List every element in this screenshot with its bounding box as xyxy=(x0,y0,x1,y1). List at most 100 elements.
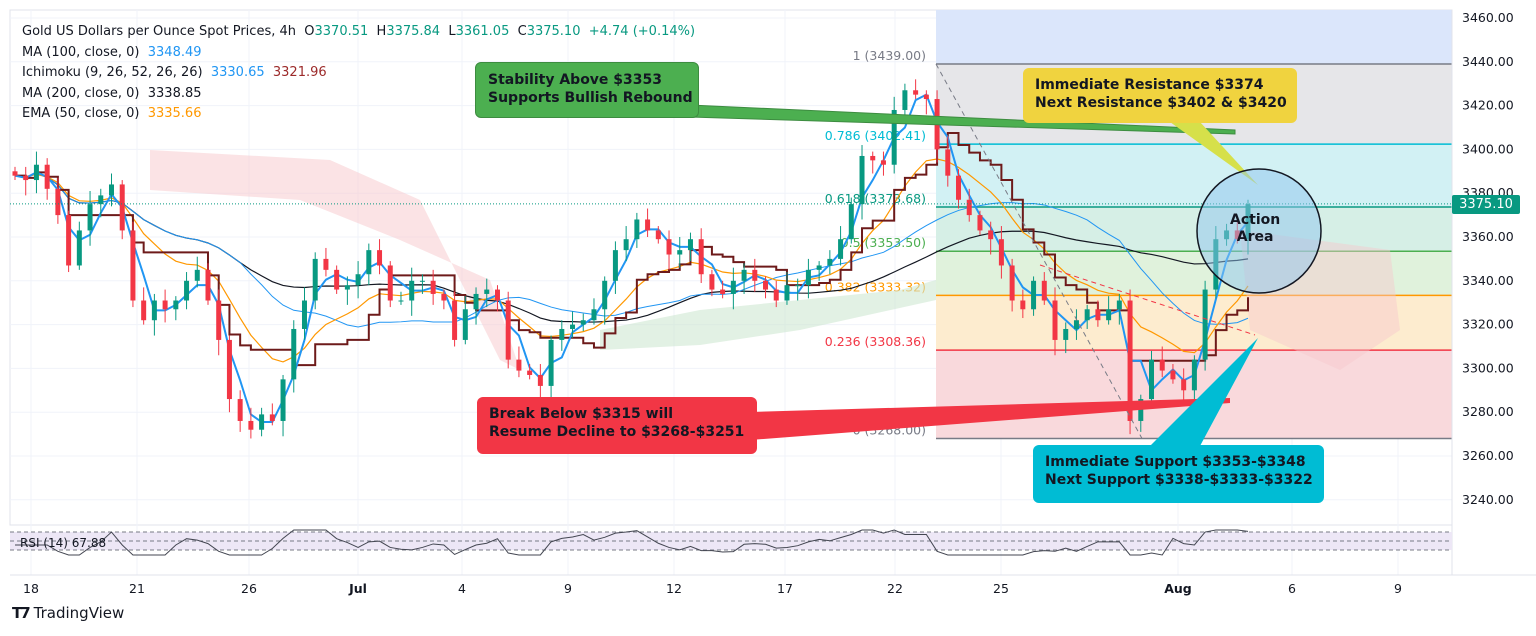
candle xyxy=(87,191,93,246)
annotation-yellow[interactable]: Immediate Resistance $3374 Next Resistan… xyxy=(1023,68,1297,123)
candle xyxy=(763,276,769,299)
annotation-cyan[interactable]: Immediate Support $3353-$3348 Next Suppo… xyxy=(1033,445,1324,503)
candle-body xyxy=(612,250,618,281)
candle-body xyxy=(795,285,801,287)
candle-body xyxy=(773,289,779,301)
candle xyxy=(1009,258,1015,312)
candle xyxy=(1063,322,1069,354)
indicator-name: MA (100, close, 0) xyxy=(22,44,140,60)
candle-body xyxy=(805,269,811,286)
candle-body xyxy=(44,164,50,189)
candle-body xyxy=(977,215,983,231)
candle-body xyxy=(527,370,533,375)
annotation-green[interactable]: Stability Above $3353 Supports Bullish R… xyxy=(475,62,699,118)
indicator-ma200[interactable]: MA (200, close, 0) 3338.85 xyxy=(22,84,695,105)
action-area-fill xyxy=(1197,169,1321,293)
candle-body xyxy=(130,230,136,301)
candle-body xyxy=(1073,320,1079,329)
candle xyxy=(677,237,683,268)
time-axis-tick: Aug xyxy=(1164,581,1192,596)
candle xyxy=(205,263,211,305)
candle-body xyxy=(119,184,125,231)
ema50-line xyxy=(14,158,1249,363)
candle xyxy=(452,291,458,347)
candle xyxy=(548,335,554,400)
close-value: 3375.10 xyxy=(526,24,581,39)
candle xyxy=(666,230,672,270)
candle xyxy=(1020,289,1026,319)
candle xyxy=(1116,293,1122,325)
candle xyxy=(430,269,436,305)
candle xyxy=(880,151,886,176)
close-label: C xyxy=(517,24,527,39)
candle-body xyxy=(677,250,683,255)
ichimoku-cloud-bearish xyxy=(150,150,520,370)
open-value: 3370.51 xyxy=(314,24,369,39)
candle-body xyxy=(1138,399,1144,421)
candle-body xyxy=(259,414,265,430)
indicator-value: 3330.65 xyxy=(210,65,265,80)
time-axis-tick: 12 xyxy=(666,581,682,596)
low-value: 3361.05 xyxy=(455,24,510,39)
candle-body xyxy=(1116,300,1122,310)
candle xyxy=(280,374,286,437)
candle xyxy=(484,278,490,308)
time-axis-tick: 9 xyxy=(1394,581,1402,596)
candle-body xyxy=(902,90,908,110)
candle-body xyxy=(366,250,372,275)
indicator-ema50[interactable]: EMA (50, close, 0) 3335.66 xyxy=(22,104,695,125)
candle xyxy=(687,232,693,262)
candle-body xyxy=(173,300,179,310)
candle-body xyxy=(494,289,500,301)
annotation-red[interactable]: Break Below $3315 will Resume Decline to… xyxy=(477,397,757,454)
candle xyxy=(966,188,972,222)
candle xyxy=(76,221,82,270)
candle xyxy=(66,210,72,273)
candle-body xyxy=(709,274,715,290)
time-axis-tick: 21 xyxy=(129,581,145,596)
candle xyxy=(730,267,736,310)
high-label: H xyxy=(376,24,387,39)
candle xyxy=(580,313,586,332)
candle xyxy=(377,239,383,275)
candle xyxy=(773,280,779,308)
annotation-yellow-pointer xyxy=(1170,122,1258,185)
candle-body xyxy=(387,265,393,301)
action-area-circle xyxy=(1196,168,1322,294)
candle xyxy=(645,208,651,237)
candle-body xyxy=(1106,309,1112,321)
price-axis-tick: 3300.00 xyxy=(1462,360,1514,375)
indicator-ma100[interactable]: MA (100, close, 0) 3348.49 xyxy=(22,43,695,64)
indicator-value: 3348.49 xyxy=(147,44,202,60)
rsi-line xyxy=(15,529,1249,556)
candle xyxy=(334,265,340,294)
candle xyxy=(537,364,543,402)
candle-body xyxy=(623,239,629,251)
candle xyxy=(602,276,608,325)
candle-body xyxy=(473,293,479,310)
price-axis-tick: 3280.00 xyxy=(1462,404,1514,419)
fib-level-label: 0.236 (3308.36) xyxy=(825,334,926,349)
candle xyxy=(226,335,232,413)
fib-band xyxy=(936,207,1452,252)
candle xyxy=(1149,350,1155,408)
candle xyxy=(55,177,61,224)
candle-body xyxy=(419,280,425,282)
candle-body xyxy=(98,195,104,205)
candle-body xyxy=(344,285,350,290)
candle xyxy=(398,291,404,305)
candle xyxy=(291,320,297,393)
indicator-value: 3335.66 xyxy=(147,106,202,121)
candle-body xyxy=(698,239,704,275)
candle-body xyxy=(1181,379,1187,391)
candle xyxy=(312,252,318,310)
annotation-cyan-pointer xyxy=(1150,338,1258,446)
tradingview-logo[interactable]: T7 TradingView xyxy=(12,604,124,622)
candle xyxy=(301,287,307,340)
candle-body xyxy=(1159,359,1165,371)
candle-body xyxy=(634,219,640,240)
candle xyxy=(355,261,361,299)
indicator-ichimoku[interactable]: Ichimoku (9, 26, 52, 26, 26) 3330.65 332… xyxy=(22,63,695,84)
candle-body xyxy=(1020,300,1026,310)
